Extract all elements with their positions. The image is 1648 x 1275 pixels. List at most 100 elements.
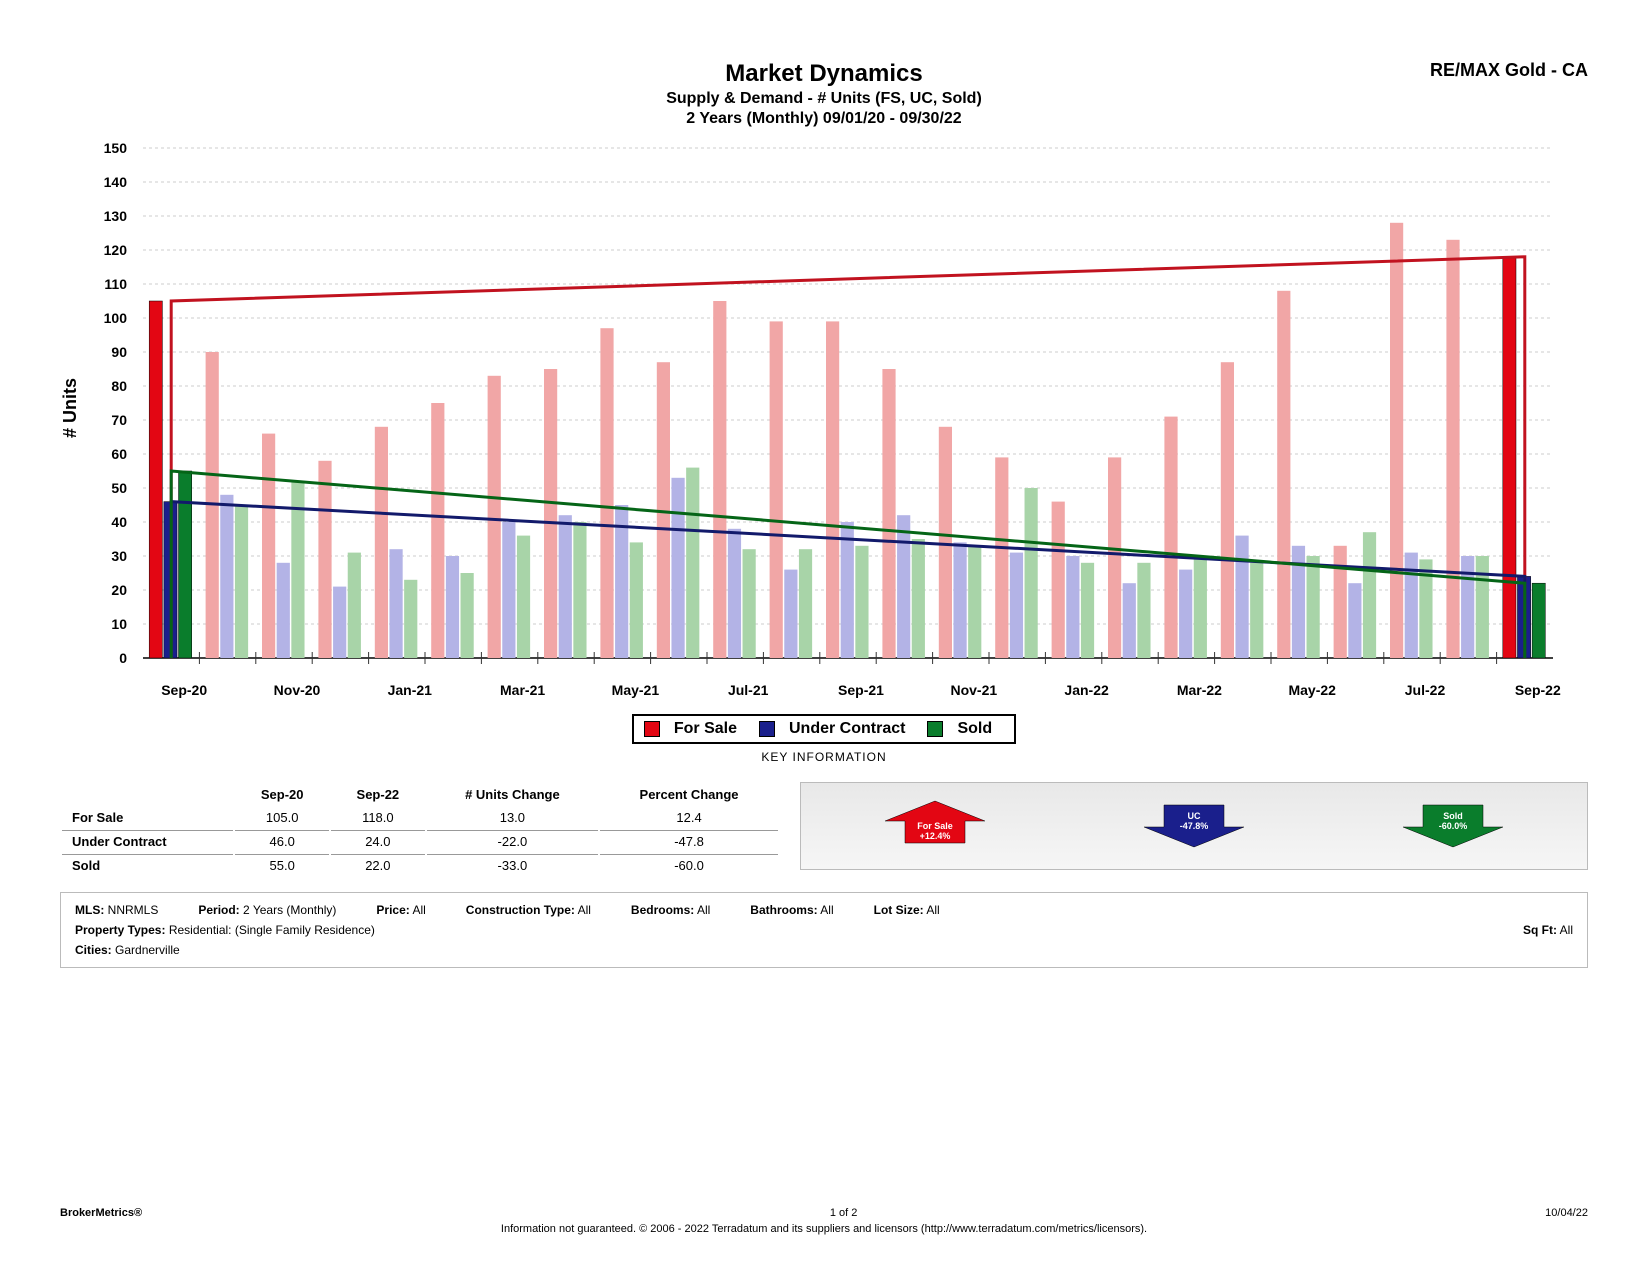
key-row-label: Under Contract [62,830,233,852]
filter-bedrooms: Bedrooms: All [631,903,710,917]
x-tick-label: Nov-20 [267,682,327,698]
legend-swatch [759,721,775,737]
key-table-header: Percent Change [600,784,778,805]
bar [1446,240,1459,658]
chart-area: # Units 15014013012011010090807060504030… [60,138,1588,678]
x-tick-label: Nov-21 [944,682,1004,698]
bar [1081,563,1094,658]
legend-box: For SaleUnder ContractSold [632,714,1016,744]
key-table-header [62,784,233,805]
y-tick: 130 [104,208,127,224]
y-tick: 150 [104,140,127,156]
filter-price: Price: All [376,903,425,917]
bar [1348,583,1361,658]
header: RE/MAX Gold - CA Market Dynamics Supply … [60,60,1588,128]
bar [262,434,275,658]
bar [1532,583,1545,658]
svg-text:UC: UC [1187,811,1200,821]
bar [713,301,726,658]
bar [1164,417,1177,658]
legend-swatch [644,721,660,737]
y-tick: 0 [119,650,127,666]
y-tick: 30 [111,548,127,564]
bar [1363,532,1376,658]
bar [1235,536,1248,658]
filter-sqft: Sq Ft: All [1523,923,1573,937]
filters-row-1: MLS: NNRMLS Period: 2 Years (Monthly) Pr… [75,903,1573,917]
footer-disclaimer: Information not guaranteed. © 2006 - 202… [60,1223,1588,1235]
key-row-label: Sold [62,854,233,876]
footer-page: 1 of 2 [830,1207,858,1219]
key-cell: 13.0 [427,807,598,828]
subtitle-2: 2 Years (Monthly) 09/01/20 - 09/30/22 [60,110,1588,128]
key-table-header: Sep-22 [331,784,425,805]
bar [1503,257,1516,658]
bar [375,427,388,658]
bar [559,515,572,658]
bar [431,403,444,658]
y-tick: 70 [111,412,127,428]
footer-row: BrokerMetrics® 1 of 2 10/04/22 [60,1207,1588,1219]
y-tick: 20 [111,582,127,598]
bar [882,369,895,658]
x-tick-label: Sep-21 [831,682,891,698]
key-cell: 55.0 [235,854,329,876]
x-tick-label: May-21 [605,682,665,698]
bar [912,539,925,658]
bar [630,542,643,658]
filters-row-2: Property Types: Residential: (Single Fam… [75,923,1573,937]
key-cell: -33.0 [427,854,598,876]
legend-swatch [927,721,943,737]
key-cell: -47.8 [600,830,778,852]
bar [461,573,474,658]
y-tick: 10 [111,616,127,632]
x-tick-label: Jul-21 [718,682,778,698]
bar [348,553,361,658]
x-tick-label: Jan-22 [1057,682,1117,698]
bar [1390,223,1403,658]
bar [1461,556,1474,658]
x-tick-label: Jul-22 [1395,682,1455,698]
bar [743,549,756,658]
filters-box: MLS: NNRMLS Period: 2 Years (Monthly) Pr… [60,892,1588,968]
indicator: For Sale+12.4% [875,799,995,854]
bar [1025,488,1038,658]
x-tick-label: Mar-22 [1169,682,1229,698]
bar [1108,457,1121,658]
title-main: Market Dynamics [60,60,1588,88]
y-tick: 120 [104,242,127,258]
svg-text:-47.8%: -47.8% [1180,821,1209,831]
x-tick-label: Mar-21 [493,682,553,698]
bar [897,515,910,658]
bar [1066,556,1079,658]
x-axis-ticks: Sep-20Nov-20Jan-21Mar-21May-21Jul-21Sep-… [146,682,1576,702]
bar [1307,556,1320,658]
legend-label: Sold [957,720,992,738]
y-axis-ticks: 1501401301201101009080706050403020100 [87,138,127,678]
bar [488,376,501,658]
bar [784,570,797,658]
svg-text:Sold: Sold [1444,811,1464,821]
key-cell: 118.0 [331,807,425,828]
chart-svg [133,138,1563,678]
bar [404,580,417,658]
bar [318,461,331,658]
subtitle-1: Supply & Demand - # Units (FS, UC, Sold) [60,90,1588,108]
x-tick-label: Sep-20 [154,682,214,698]
filter-period: Period: 2 Years (Monthly) [198,903,336,917]
bar [939,427,952,658]
bar [517,536,530,658]
bar [573,522,586,658]
bar [149,301,162,658]
bar [235,505,248,658]
y-tick: 110 [104,276,127,292]
footer-date: 10/04/22 [1545,1207,1588,1219]
footer: BrokerMetrics® 1 of 2 10/04/22 Informati… [60,1207,1588,1235]
bar [1137,563,1150,658]
x-tick-label: May-22 [1282,682,1342,698]
y-tick: 60 [111,446,127,462]
y-tick: 100 [104,310,127,326]
y-tick: 40 [111,514,127,530]
bar [1250,563,1263,658]
key-cell: 46.0 [235,830,329,852]
